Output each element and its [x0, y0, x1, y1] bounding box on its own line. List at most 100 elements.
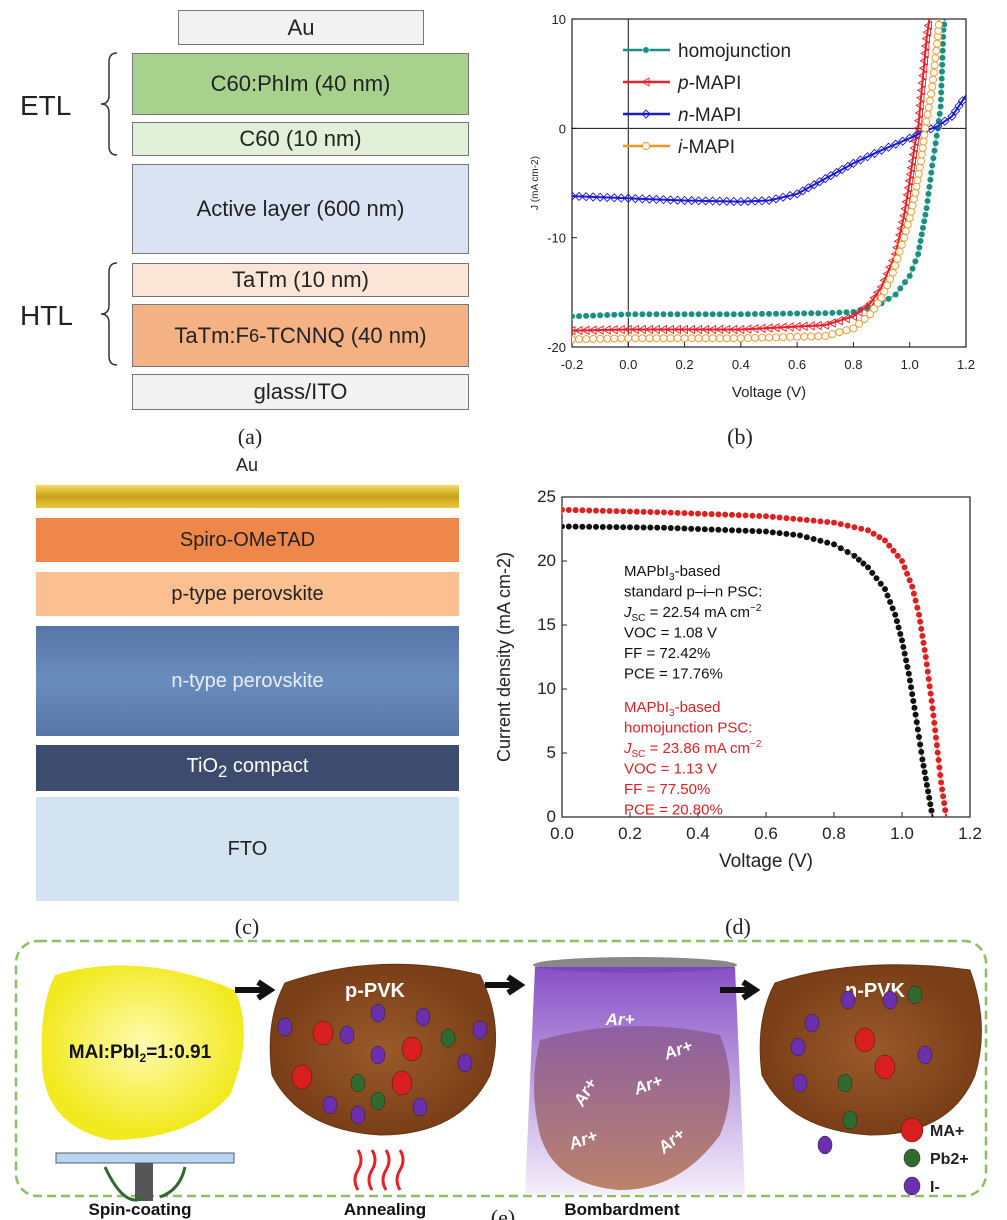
- data-point: [886, 274, 894, 283]
- htl-label: HTL: [20, 300, 73, 331]
- data-point: [903, 570, 911, 578]
- data-point: [714, 510, 722, 519]
- data-point: [715, 334, 724, 343]
- data-point: [688, 310, 696, 318]
- data-point: [868, 569, 876, 577]
- data-point: [893, 254, 902, 263]
- data-point: [742, 511, 750, 520]
- data-point: [898, 136, 908, 146]
- data-point: [903, 183, 913, 193]
- annotation-line: MAPbI3-based: [624, 699, 720, 719]
- x-tick-label: 0.4: [686, 824, 710, 843]
- data-point: [939, 47, 947, 55]
- data-point: [947, 111, 957, 121]
- data-point: [789, 531, 797, 539]
- data-point: [578, 523, 586, 531]
- data-point: [906, 272, 914, 280]
- data-point: [892, 290, 900, 299]
- data-point: [911, 130, 921, 140]
- data-point: [721, 526, 729, 534]
- data-point: [630, 193, 640, 204]
- data-point: [640, 508, 648, 516]
- data-point: [701, 525, 709, 533]
- data-point: [596, 334, 605, 343]
- tio2-layer: TiO2 compact: [36, 745, 459, 791]
- data-point: [923, 20, 932, 31]
- arrow-icon: [235, 979, 276, 1001]
- panel-e-label: (e): [490, 1205, 516, 1220]
- data-point: [873, 299, 882, 308]
- y-tick-label: 5: [547, 743, 556, 762]
- data-point: [917, 157, 925, 166]
- data-point: [765, 333, 773, 342]
- data-point: [680, 509, 688, 517]
- data-point: [896, 630, 904, 638]
- data-point: [793, 332, 802, 341]
- data-point: [922, 653, 930, 661]
- data-point: [908, 582, 916, 591]
- data-point: [919, 224, 927, 232]
- data-point: [918, 70, 927, 81]
- layer-1: C60:PhIm (40 nm): [132, 53, 469, 115]
- data-point: [764, 195, 774, 206]
- data-point: [736, 334, 745, 343]
- data-point: [932, 139, 940, 147]
- data-point: [855, 155, 866, 165]
- panel-b-label: (b): [727, 424, 753, 449]
- y-tick-label: 10: [537, 679, 556, 698]
- annotation-line: standard p–i–n PSC:: [624, 584, 762, 601]
- data-point: [743, 196, 753, 206]
- data-point: [895, 623, 903, 632]
- y-tick-label: -20: [547, 340, 566, 355]
- data-point: [905, 214, 914, 222]
- arrow-icon: [485, 974, 526, 996]
- bombarded-blob: [534, 1026, 730, 1190]
- data-point: [929, 711, 938, 720]
- data-point: [925, 794, 933, 802]
- data-point: [798, 186, 808, 196]
- data-point: [855, 556, 863, 564]
- data-point: [938, 54, 947, 62]
- data-point: [686, 195, 697, 206]
- ion-particle: [854, 1027, 876, 1053]
- data-point: [835, 328, 844, 337]
- data-point: [864, 563, 872, 571]
- data-point: [709, 310, 717, 318]
- ion-particle: [291, 1064, 313, 1090]
- data-point: [913, 115, 923, 126]
- data-point: [744, 310, 752, 318]
- data-point: [869, 293, 878, 303]
- ion-particle: [804, 1013, 820, 1033]
- data-point: [940, 799, 948, 807]
- data-point: [789, 515, 797, 523]
- data-point: [902, 656, 910, 664]
- data-point: [803, 183, 814, 193]
- data-point: [651, 194, 662, 205]
- data-point: [901, 197, 910, 207]
- data-point: [918, 63, 928, 73]
- data-point: [823, 538, 831, 547]
- legend-entry: Pb2+: [930, 1151, 969, 1168]
- data-point: [912, 597, 920, 605]
- data-point: [617, 334, 626, 343]
- data-point: [906, 162, 916, 173]
- data-point: [599, 507, 607, 515]
- layer-0: Au: [178, 10, 424, 45]
- annotation-line: homojunction PSC:: [624, 720, 752, 737]
- legend-swatch: [903, 1148, 921, 1168]
- data-point: [665, 195, 676, 205]
- data-point: [928, 82, 937, 91]
- data-point: [758, 333, 766, 342]
- data-point: [842, 326, 851, 335]
- data-point: [645, 310, 653, 318]
- data-point: [904, 176, 914, 186]
- legend-swatch: [900, 1117, 924, 1143]
- dashed-frame: [14, 939, 988, 1198]
- data-point: [831, 167, 842, 178]
- data-point: [807, 309, 815, 317]
- data-point: [757, 196, 767, 206]
- x-axis-label: Voltage (V): [719, 851, 813, 872]
- data-point: [932, 734, 940, 742]
- data-point: [938, 61, 946, 69]
- data-point: [575, 312, 583, 320]
